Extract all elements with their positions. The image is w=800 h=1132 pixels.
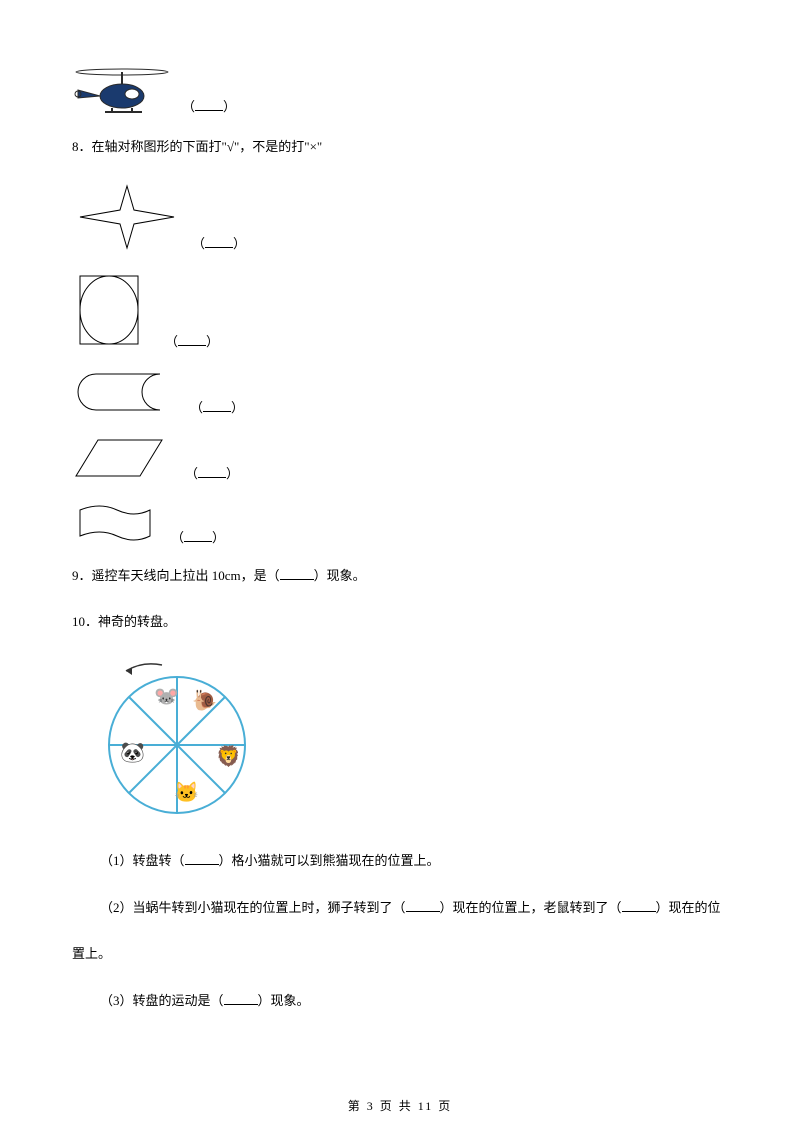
q8-sep: ． [79,139,92,154]
wheel-icon: 🐭 🐌 🦁 🐱 🐼 [92,657,262,817]
parallelogram-blank: （） [185,463,239,482]
wheel-container: 🐭 🐌 🦁 🐱 🐼 [92,657,728,821]
flag-blank: （） [171,527,225,546]
ellipse-rect-icon [72,270,147,350]
question-8: 8．在轴对称图形的下面打"√"，不是的打"×" [72,135,728,160]
paren-close: ） [223,99,236,114]
q9-text1: 遥控车天线向上拉出 10cm，是（ [92,568,280,583]
paren-open: （ [182,99,195,114]
blank-line [195,110,223,111]
q10-num: 10 [72,614,85,629]
capsule-blank: （） [190,397,244,416]
shape-star-row: （） [72,182,728,252]
q8-text: 在轴对称图形的下面打"√"，不是的打"×" [92,139,323,154]
page-footer: 第 3 页 共 11 页 [0,1097,800,1114]
q10-sub1: （1）转盘转（）格小猫就可以到熊猫现在的位置上。 [100,849,728,874]
helicopter-icon [72,60,172,115]
shape-capsule-row: （） [72,368,728,416]
snail-icon: 🐌 [192,689,217,712]
capsule-icon [72,368,172,416]
ellipse-rect-blank: （） [165,331,219,350]
shape-flag-row: （） [72,500,728,546]
question-10: 10．神奇的转盘。 [72,610,728,635]
star-icon [72,182,182,252]
q10-sub2: （2）当蜗牛转到小猫现在的位置上时，狮子转到了（）现在的位置上，老鼠转到了（）现… [100,896,728,921]
shape-ellipse-rect-row: （） [72,270,728,350]
q9-text2: ）现象。 [314,568,366,583]
shape-parallelogram-row: （） [72,434,728,482]
question-9: 9．遥控车天线向上拉出 10cm，是（）现象。 [72,564,728,589]
q10-sub3: （3）转盘的运动是（）现象。 [100,989,728,1014]
q9-sep: ． [79,568,92,583]
star-blank: （） [192,233,246,252]
mouse-icon: 🐭 [154,686,179,708]
flag-icon [72,500,157,546]
q9-blank [280,579,314,580]
parallelogram-icon [72,434,167,482]
cat-icon: 🐱 [174,781,199,804]
q10-sep: ． [85,614,98,629]
lion-icon: 🦁 [216,744,241,768]
heli-blank: （） [182,96,236,115]
panda-icon: 🐼 [120,740,145,764]
helicopter-row: （） [72,60,728,115]
q10-sub2-line2: 置上。 [72,942,728,967]
q10-text: 神奇的转盘。 [98,614,176,629]
